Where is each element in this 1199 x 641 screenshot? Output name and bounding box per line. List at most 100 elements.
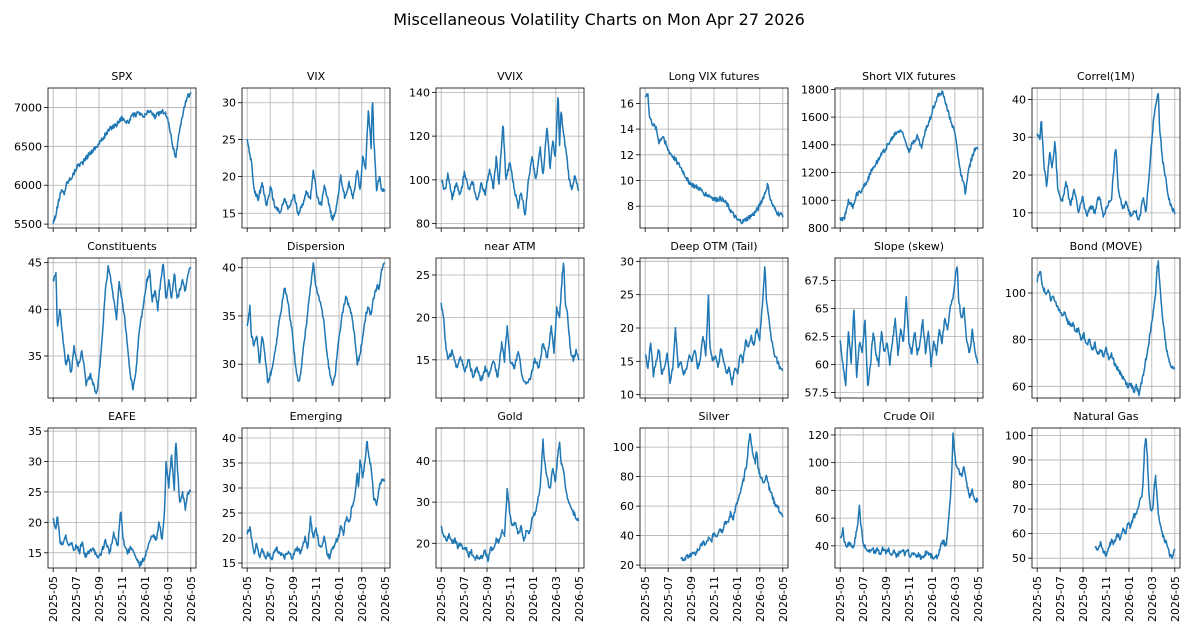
y-tick-label: 6000 <box>14 179 42 192</box>
subplot-15: Gold 20 30 40 2025-05 2025-07 2025-09 2025-11 20… <box>416 410 586 622</box>
gridlines <box>436 88 584 228</box>
y-tick-label: 1200 <box>801 167 829 180</box>
y-tick-label: 30 <box>620 255 634 268</box>
y-tick-label: 8 <box>627 200 634 213</box>
subplot-8: Dispersion 30 35 40 <box>222 240 391 402</box>
x-tick-label: 2025-05 <box>435 576 448 622</box>
series-line <box>52 263 192 395</box>
subplot-11: Slope (skew) 57.5 60 62.5 65 67.5 <box>805 240 984 402</box>
subplot-14: Emerging 15 20 25 30 35 40 2025-05 2025-07 2025-0… <box>222 410 392 622</box>
series-line <box>440 262 580 385</box>
y-tick-label: 57.5 <box>805 386 830 399</box>
subplot-17: Crude Oil 40 60 80 100 120 2025-05 2025-07 2025-… <box>808 410 985 622</box>
subplot-3: VVIX 80 100 120 140 <box>409 70 585 232</box>
y-tick-label: 80 <box>1012 478 1026 491</box>
y-tick-label: 67.5 <box>805 274 830 287</box>
x-tick-label: 2025-05 <box>1031 576 1044 622</box>
y-tick-label: 20 <box>620 559 634 572</box>
y-tick-label: 40 <box>620 530 634 543</box>
subplot-9: near ATM 15 20 25 <box>416 240 585 402</box>
series-line <box>839 90 979 222</box>
y-tick-label: 20 <box>620 322 634 335</box>
subplot-4: Long VIX futures 8 10 12 14 16 <box>620 70 789 232</box>
series-line <box>1036 260 1176 397</box>
x-tick-label: 2025-05 <box>639 576 652 622</box>
x-tick-label: 2026-03 <box>949 576 962 622</box>
y-tick-label: 15 <box>28 547 42 560</box>
axes-frame <box>435 257 585 399</box>
subplot-title: near ATM <box>484 240 535 253</box>
series-line <box>680 433 784 562</box>
x-tick-label: 2026-03 <box>356 576 369 622</box>
subplot-title: Slope (skew) <box>874 240 944 253</box>
y-tick-label: 140 <box>409 86 430 99</box>
y-tick-label: 25 <box>222 134 236 147</box>
x-tick-label: 2025-07 <box>1054 576 1067 622</box>
x-tick-label: 2025-11 <box>903 576 916 622</box>
x-tick-label: 2026-05 <box>972 576 985 622</box>
y-tick-label: 16 <box>620 97 634 110</box>
y-tick-label: 20 <box>1012 169 1026 182</box>
axes-frame <box>834 257 984 399</box>
y-tick-label: 25 <box>28 486 42 499</box>
x-tick-label: 2025-11 <box>310 576 323 622</box>
x-tick-label: 2026-03 <box>550 576 563 622</box>
axes-frame <box>1031 257 1181 399</box>
x-tick-label: 2025-07 <box>70 576 83 622</box>
y-tick-label: 30 <box>222 97 236 110</box>
series-line <box>52 442 192 568</box>
subplot-title: SPX <box>111 70 133 83</box>
y-tick-label: 60 <box>1012 380 1026 393</box>
series-line <box>52 91 192 224</box>
x-tick-label: 2025-11 <box>708 576 721 622</box>
series-line <box>1036 92 1176 221</box>
x-tick-label: 2025-05 <box>241 576 254 622</box>
y-tick-label: 20 <box>222 170 236 183</box>
subplot-title: EAFE <box>108 410 136 423</box>
y-tick-label: 30 <box>222 482 236 495</box>
y-tick-label: 20 <box>28 516 42 529</box>
subplot-title: Gold <box>497 410 522 423</box>
y-tick-label: 120 <box>409 130 430 143</box>
axes-frame <box>435 87 585 229</box>
subplot-title: VIX <box>307 70 326 83</box>
gridlines <box>835 428 983 568</box>
subplot-2: VIX 15 20 25 30 <box>222 70 391 232</box>
series-line <box>839 432 979 561</box>
y-tick-label: 1000 <box>801 194 829 207</box>
axes-frame <box>834 87 984 229</box>
y-tick-label: 10 <box>1012 207 1026 220</box>
y-tick-label: 1600 <box>801 111 829 124</box>
x-tick-label: 2026-01 <box>731 576 744 622</box>
gridlines <box>1032 88 1180 228</box>
y-tick-label: 1800 <box>801 83 829 96</box>
subplot-7: Constituents 35 40 45 <box>28 240 197 402</box>
subplot-title: Constituents <box>87 240 157 253</box>
gridlines <box>640 428 788 568</box>
series-line <box>644 93 784 225</box>
y-tick-label: 40 <box>416 455 430 468</box>
y-tick-label: 25 <box>620 289 634 302</box>
figure-title: Miscellaneous Volatility Charts on Mon A… <box>393 10 805 29</box>
y-tick-label: 14 <box>620 123 634 136</box>
y-tick-label: 30 <box>28 455 42 468</box>
subplot-6: Correl(1M) 10 20 30 40 <box>1012 70 1181 232</box>
y-tick-label: 100 <box>1005 287 1026 300</box>
gridlines <box>242 428 390 568</box>
x-tick-label: 2025-07 <box>264 576 277 622</box>
gridlines <box>640 88 788 228</box>
series-line <box>246 262 386 387</box>
y-tick-label: 20 <box>416 537 430 550</box>
x-tick-label: 2026-01 <box>333 576 346 622</box>
x-tick-label: 2025-05 <box>834 576 847 622</box>
x-tick-label: 2026-05 <box>573 576 586 622</box>
x-tick-label: 2025-11 <box>504 576 517 622</box>
y-tick-label: 70 <box>1012 503 1026 516</box>
axes-frame <box>47 87 197 229</box>
gridlines <box>48 428 196 568</box>
x-tick-label: 2026-05 <box>1169 576 1182 622</box>
y-tick-label: 100 <box>808 457 829 470</box>
subplot-title: Emerging <box>290 410 343 423</box>
x-tick-label: 2026-03 <box>1146 576 1159 622</box>
